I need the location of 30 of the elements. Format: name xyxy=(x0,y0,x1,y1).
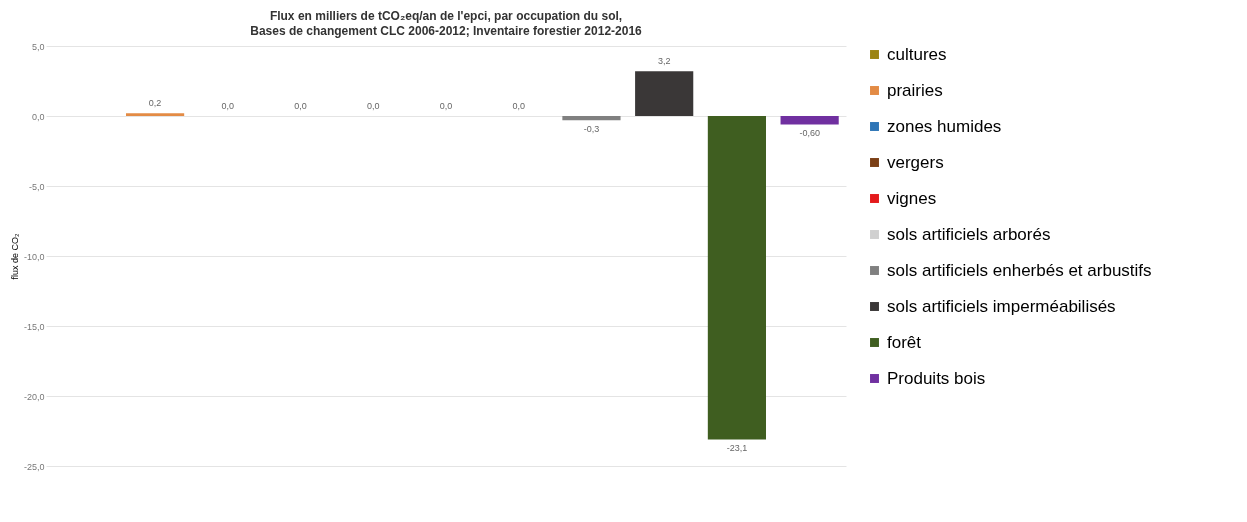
y-tick-label: -20,0 xyxy=(23,391,45,402)
data-label: -0,3 xyxy=(583,124,600,135)
legend-label: cultures xyxy=(887,44,947,64)
y-axis-title: flux de CO₂ xyxy=(9,232,20,280)
data-label: 0,0 xyxy=(294,101,307,111)
y-tick-label: -10,0 xyxy=(23,251,45,262)
y-tick-label: 0,0 xyxy=(31,111,45,122)
data-label: -0,60 xyxy=(799,128,820,139)
data-label: -23,1 xyxy=(726,443,748,454)
data-label: 0,2 xyxy=(148,98,162,109)
data-label: 0,0 xyxy=(512,101,525,111)
legend-label: forêt xyxy=(887,332,922,352)
legend-label: sols artificiels arborés xyxy=(887,224,1051,244)
chart-subtitle: Bases de changement CLC 2006-2012; Inventaire forestier 2012-2016 xyxy=(250,24,643,38)
data-label: 0,0 xyxy=(367,101,380,111)
legend-label: sols artificiels enherbés et arbustifs xyxy=(887,260,1152,280)
y-tick-label: -15,0 xyxy=(23,321,45,332)
chart-title: Flux en milliers de tCO₂eq/an de l'epci, par occupation du sol, xyxy=(269,9,623,23)
legend-label: vignes xyxy=(887,188,937,208)
legend-label: vergers xyxy=(887,152,944,172)
legend-label: prairies xyxy=(887,80,943,100)
y-tick-label: 5,0 xyxy=(31,41,45,52)
y-tick-label: -5,0 xyxy=(28,181,45,192)
legend-label: zones humides xyxy=(887,116,1002,136)
y-tick-label: -25,0 xyxy=(23,461,45,472)
data-label: 0,0 xyxy=(221,101,235,111)
data-label: 0,0 xyxy=(439,101,453,111)
legend-label: sols artificiels imperméabilisés xyxy=(887,296,1116,316)
legend-label: Produits bois xyxy=(887,368,986,388)
data-label: 3,2 xyxy=(657,56,671,67)
